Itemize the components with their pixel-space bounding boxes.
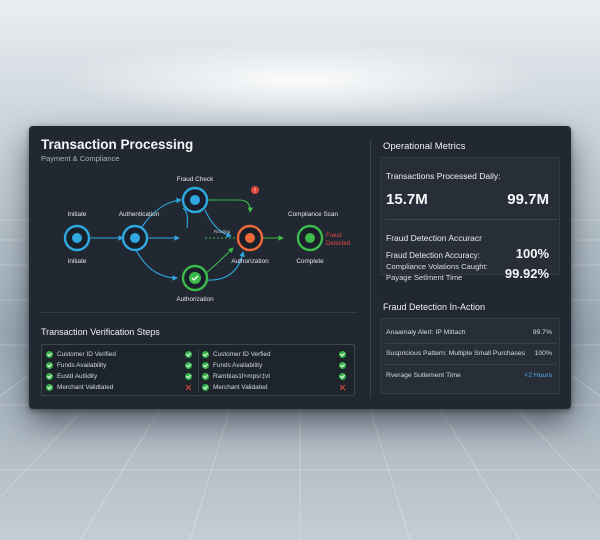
verification-column-1: Customer ID Verified Funds Availability … (46, 349, 199, 393)
edge-fraud-detected-link (207, 199, 254, 213)
fraud-row-value: 99.7% (532, 329, 552, 336)
step-label: Customer ID Verfied (213, 351, 271, 358)
alert-icon: ! (251, 186, 259, 195)
check-icon (46, 373, 53, 380)
processed-value-2: 99.7M (507, 191, 549, 208)
label-routing: Routing (214, 229, 231, 235)
edge-routing-fraud (182, 207, 189, 229)
fail-x-icon (185, 384, 192, 391)
fraud-row-label: Anaamaly Alert: IP Mittach (386, 329, 466, 336)
step-label: Funds Availability (213, 362, 263, 369)
check-icon (202, 362, 209, 369)
section-divider (39, 312, 357, 313)
edge-authbottom-authright (204, 251, 245, 281)
step-label: Eustd Autlidity (57, 373, 98, 380)
fraud-action-title: Fraud Detection In-Action (383, 302, 486, 312)
verification-column-2: Customer ID Verfied Funds Availability R… (202, 349, 352, 393)
step-row: Customer ID Verified (46, 349, 198, 360)
fraud-row-value: 100% (534, 350, 552, 357)
label-fraud-check: Fraud Check (177, 176, 214, 183)
step-label: Merchant Validtated (57, 384, 114, 391)
check-status-icon (185, 373, 192, 380)
check-icon (46, 384, 53, 391)
edge-auth-authbottom (135, 249, 178, 281)
label-authorization-right: Authorization (231, 258, 269, 265)
svg-text:!: ! (254, 189, 256, 195)
step-row: Merchant Validated (202, 382, 352, 393)
check-status-icon (185, 351, 192, 358)
node-authentication[interactable] (121, 224, 149, 252)
violations-label: Compliance Volations Caught: (386, 262, 488, 271)
check-status-icon (339, 373, 346, 380)
fraud-row[interactable]: Anaamaly Alert: IP Mittach 99.7% (386, 329, 556, 336)
node-compliance[interactable] (296, 224, 324, 252)
label-authorization-bottom: Authorization (176, 296, 214, 303)
step-row: Eustd Autlidity (46, 371, 198, 382)
fraud-row[interactable]: Rverage Sutlement Time <2 Hours (386, 372, 556, 379)
processed-value-1: 15.7M (386, 191, 428, 208)
transaction-flow-diagram: ! Fraud Check Initiate Authentication Co… (29, 166, 369, 314)
verification-title: Transaction Verification Steps (41, 327, 160, 337)
panel-divider (370, 140, 371, 398)
metrics-panel: Operational Metrics Transactions Process… (371, 126, 571, 409)
step-row: Funds Availability (46, 360, 198, 371)
flow-svg: ! Fraud Check Initiate Authentication Co… (63, 176, 350, 303)
check-icon (202, 373, 209, 380)
step-row: Rambias1f×mpsr‡vt (202, 371, 352, 382)
node-authorization-right[interactable] (236, 224, 264, 252)
step-label: Customer ID Verified (57, 351, 116, 358)
node-authorization-bottom[interactable] (181, 264, 209, 292)
fraud-detected-label: Fraud Detected (326, 233, 350, 247)
fraud-row-divider (385, 364, 557, 365)
fraud-detected-line-1: Fraud (326, 233, 342, 239)
fraud-row-divider (385, 343, 557, 344)
fraud-detected-line-2: Detected (326, 241, 350, 247)
node-fraud-check[interactable] (181, 186, 209, 214)
accuracy-label: Fraud Detection Accuracy: (386, 251, 480, 260)
label-complete: Complete (296, 258, 324, 265)
fail-x-icon (339, 384, 346, 391)
step-label: Merchant Validated (213, 384, 268, 391)
node-initiate[interactable] (63, 224, 91, 252)
step-row: Merchant Validtated (46, 382, 198, 393)
label-initiate-top: Initiate (68, 211, 87, 218)
check-icon (202, 384, 209, 391)
edge-auth-fraud (140, 197, 182, 229)
check-status-icon (339, 362, 346, 369)
label-initiate-bottom: Initiate (68, 258, 87, 265)
dashboard-card: Transaction Processing Payment & Complia… (29, 126, 571, 409)
label-authentication: Authentication (119, 211, 160, 218)
step-label: Funds Availability (57, 362, 107, 369)
background-glow (60, 40, 540, 120)
violations-value: 99.92% (504, 266, 549, 281)
step-row: Customer ID Verfied (202, 349, 352, 360)
settlement-label: Payage Setlment Time (386, 273, 463, 282)
verification-steps-box: Customer ID Verified Funds Availability … (41, 344, 355, 396)
dashboard-title: Transaction Processing (41, 137, 194, 152)
fraud-row-label: Rverage Sutlement Time (386, 372, 461, 379)
check-icon (46, 351, 53, 358)
check-status-icon (185, 362, 192, 369)
label-compliance-scan: Compliance Scan (288, 211, 339, 218)
edge-authbottom-routing (204, 247, 234, 275)
metrics-title: Operational Metrics (383, 141, 466, 152)
fraud-row-value: <2 Hours (524, 372, 552, 379)
dashboard-subtitle: Payment & Compliance (41, 154, 120, 163)
fraud-action-box: Anaamaly Alert: IP Mittach 99.7% Suspric… (380, 318, 560, 394)
fraud-accuracy-subtitle: Fraud Detection Accuracr (386, 233, 482, 243)
accuracy-value: 100% (515, 246, 549, 261)
metrics-box: Transactions Processed Daily: 15.7M 99.7… (380, 157, 560, 282)
check-icon (202, 351, 209, 358)
processed-label: Transactions Processed Daily: (386, 171, 501, 181)
metrics-divider (385, 219, 557, 220)
edge-fraud-routing (204, 209, 232, 238)
check-icon (46, 362, 53, 369)
step-row: Funds Availability (202, 360, 352, 371)
fraud-row-label: Suspricious Pattern: Multiple Small Purc… (386, 350, 526, 357)
fraud-row[interactable]: Suspricious Pattern: Multiple Small Purc… (386, 350, 556, 357)
step-label: Rambias1f×mpsr‡vt (213, 373, 271, 380)
check-status-icon (339, 351, 346, 358)
transaction-panel: Transaction Processing Payment & Complia… (29, 126, 369, 409)
